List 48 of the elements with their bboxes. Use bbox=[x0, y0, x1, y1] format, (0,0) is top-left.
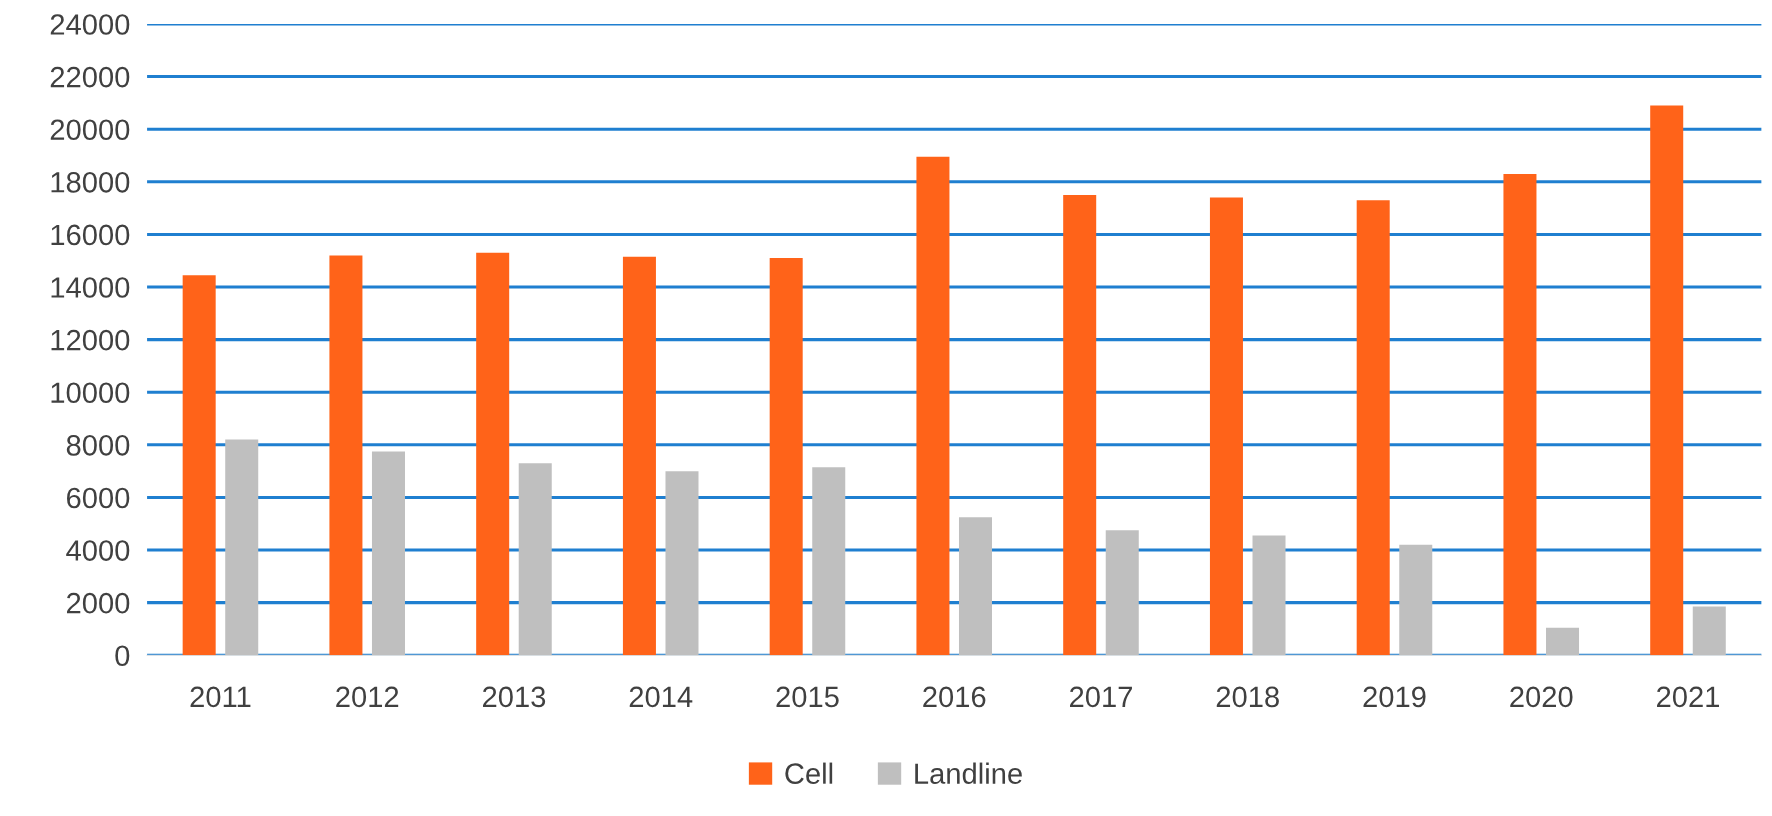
bar bbox=[1503, 173, 1537, 656]
x-tick-label: 2014 bbox=[629, 686, 693, 708]
x-tick-label: 2011 bbox=[190, 686, 251, 708]
x-tick-label: 2013 bbox=[482, 686, 546, 708]
y-tick-label: 8000 bbox=[66, 435, 130, 456]
y-tick-label: 4000 bbox=[66, 540, 130, 561]
bar bbox=[916, 156, 950, 656]
bar bbox=[1252, 535, 1286, 656]
bar bbox=[1546, 627, 1580, 656]
x-tick-label: 2016 bbox=[923, 686, 986, 708]
y-tick-label: 2000 bbox=[67, 592, 130, 614]
x-tick-label: 2021 bbox=[1657, 686, 1720, 708]
y-tick-label: 10000 bbox=[51, 382, 130, 404]
y-tick-label: 20000 bbox=[50, 119, 130, 141]
bar bbox=[1650, 105, 1684, 656]
bar bbox=[225, 439, 259, 656]
x-tick-label: 2015 bbox=[776, 686, 839, 708]
legend-label: Landline bbox=[915, 762, 1022, 784]
bar bbox=[476, 252, 510, 656]
y-tick-label: 12000 bbox=[51, 329, 130, 351]
bar bbox=[329, 255, 363, 656]
bar bbox=[1692, 606, 1726, 656]
x-tick-label: 2017 bbox=[1070, 686, 1132, 708]
x-tick-label: 2019 bbox=[1363, 686, 1426, 708]
x-tick-label: 2018 bbox=[1216, 686, 1279, 708]
y-tick-label: 16000 bbox=[51, 224, 130, 246]
bar bbox=[1399, 544, 1433, 656]
legend-label: Cell bbox=[785, 762, 833, 784]
bar bbox=[1105, 530, 1139, 656]
bar bbox=[812, 467, 846, 656]
y-tick-label: 24000 bbox=[50, 14, 130, 35]
y-tick-label: 14000 bbox=[51, 277, 130, 298]
bar bbox=[622, 256, 656, 656]
bar bbox=[182, 275, 216, 656]
bar bbox=[1209, 197, 1243, 656]
bar bbox=[958, 517, 993, 656]
y-tick-label: 6000 bbox=[67, 487, 130, 509]
bar bbox=[665, 471, 699, 656]
bar bbox=[518, 463, 552, 656]
y-tick-label: 0 bbox=[115, 645, 130, 667]
bar bbox=[371, 451, 405, 656]
bar bbox=[1063, 194, 1097, 656]
y-tick-label: 22000 bbox=[50, 66, 130, 88]
x-tick-label: 2012 bbox=[336, 686, 399, 708]
bar bbox=[1356, 200, 1390, 656]
y-tick-label: 18000 bbox=[51, 172, 130, 193]
x-tick-label: 2020 bbox=[1510, 686, 1573, 708]
bar bbox=[769, 258, 803, 656]
